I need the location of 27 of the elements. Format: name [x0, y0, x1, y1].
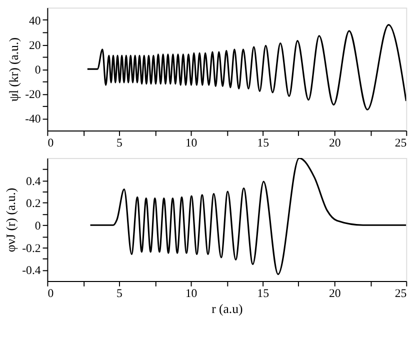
x-tick-label: 15: [257, 136, 270, 150]
y-tick-label: -0.2: [22, 240, 41, 255]
y-tick-label: -0.4: [22, 263, 41, 278]
y-tick-label: 20: [29, 38, 41, 52]
x-axis-title: r (a.u): [212, 302, 243, 316]
x-tick-label: 20: [328, 136, 341, 150]
y-tick-label: 0.4: [26, 174, 41, 188]
x-tick-label: 10: [185, 286, 198, 300]
y-tick-label: 0: [34, 218, 41, 233]
x-tick-label: 5: [116, 136, 123, 150]
x-tick-label: 25: [394, 286, 407, 300]
y-tick-label: 0.2: [26, 196, 41, 210]
y-tick-label: -40: [25, 112, 41, 126]
y-tick-label: 0: [34, 62, 41, 76]
y-axis-title: ψl (kr) (a.u.): [7, 38, 22, 102]
x-tick-label: 20: [328, 286, 341, 300]
y-axis-title: φνJ (r) (a.u.): [4, 188, 18, 252]
x-tick-label: 5: [116, 286, 123, 300]
x-tick-label: 0: [48, 286, 54, 300]
x-tick-label: 10: [185, 136, 198, 150]
line-series: [89, 158, 406, 276]
y-tick-label: -20: [25, 87, 41, 102]
y-tick-label: 40: [29, 13, 41, 28]
x-tick-label: 25: [394, 136, 407, 150]
x-tick-label: 0: [48, 136, 54, 150]
line-series: [86, 24, 406, 110]
x-tick-label: 15: [257, 286, 270, 300]
